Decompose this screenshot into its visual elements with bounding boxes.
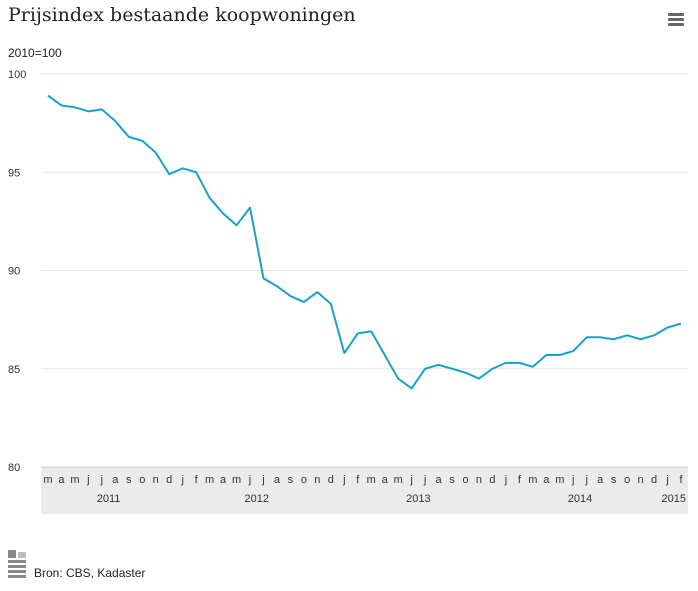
source-note: Bron: CBS, Kadaster — [34, 566, 146, 580]
y-tick-label: 80 — [8, 462, 20, 474]
x-tick-label: j — [409, 474, 412, 486]
y-axis-unit: 2010=100 — [8, 46, 62, 60]
x-tick-label: m — [555, 474, 564, 486]
x-tick-label: n — [153, 474, 159, 486]
x-year-label: 2015 — [662, 493, 686, 505]
x-tick-label: d — [166, 474, 172, 486]
menu-icon[interactable] — [668, 13, 684, 27]
x-tick-label: o — [139, 474, 145, 486]
grid-lines — [41, 73, 688, 468]
chart-title: Prijsindex bestaande koopwoningen — [8, 4, 356, 26]
y-tick-label: 95 — [8, 167, 20, 179]
x-tick-label: f — [195, 474, 199, 486]
x-year-label: 2012 — [245, 493, 269, 505]
x-tick-label: m — [205, 474, 214, 486]
x-tick-label: n — [314, 474, 320, 486]
x-tick-label: o — [301, 474, 307, 486]
x-axis-years: 2011 2012 2013 2014 2015 — [97, 493, 686, 505]
x-tick-label: o — [624, 474, 630, 486]
series-line — [47, 94, 682, 390]
x-tick-label: a — [597, 474, 604, 486]
x-tick-label: o — [462, 474, 468, 486]
x-tick-label: a — [112, 474, 119, 486]
x-tick-label: j — [423, 474, 426, 486]
y-tick-label: 100 — [8, 69, 26, 81]
x-tick-label: m — [43, 474, 52, 486]
x-tick-label: a — [543, 474, 550, 486]
cbs-logo-icon — [8, 550, 26, 578]
x-tick-label: j — [571, 474, 574, 486]
x-tick-label: f — [679, 474, 683, 486]
x-tick-label: j — [665, 474, 668, 486]
x-tick-label: d — [328, 474, 334, 486]
x-tick-label: d — [651, 474, 657, 486]
x-tick-label: a — [382, 474, 389, 486]
x-tick-label: j — [504, 474, 507, 486]
x-tick-label: j — [342, 474, 345, 486]
x-tick-label: s — [449, 474, 455, 486]
y-tick-label: 85 — [8, 364, 20, 376]
x-tick-label: m — [367, 474, 376, 486]
x-tick-label: a — [58, 474, 65, 486]
x-year-label: 2011 — [97, 493, 121, 505]
x-tick-label: f — [356, 474, 360, 486]
x-tick-label: j — [261, 474, 264, 486]
x-tick-label: a — [436, 474, 443, 486]
x-tick-label: m — [528, 474, 537, 486]
x-tick-label: s — [126, 474, 132, 486]
x-tick-label: m — [232, 474, 241, 486]
x-tick-label: j — [248, 474, 251, 486]
y-axis-ticks: 80 85 90 95 100 — [8, 69, 26, 474]
x-tick-label: n — [476, 474, 482, 486]
x-tick-label: j — [180, 474, 183, 486]
x-year-label: 2014 — [568, 493, 592, 505]
y-tick-label: 90 — [8, 266, 20, 278]
x-tick-label: a — [220, 474, 227, 486]
x-tick-label: m — [394, 474, 403, 486]
x-tick-label: j — [100, 474, 103, 486]
x-tick-label: m — [70, 474, 79, 486]
x-tick-label: j — [584, 474, 587, 486]
x-tick-label: a — [274, 474, 281, 486]
x-tick-label: s — [288, 474, 294, 486]
x-tick-label: f — [518, 474, 522, 486]
x-tick-label: d — [489, 474, 495, 486]
x-tick-label: n — [638, 474, 644, 486]
x-axis-band — [41, 467, 688, 514]
x-year-label: 2013 — [406, 493, 430, 505]
x-tick-label: s — [611, 474, 617, 486]
x-tick-label: j — [86, 474, 89, 486]
